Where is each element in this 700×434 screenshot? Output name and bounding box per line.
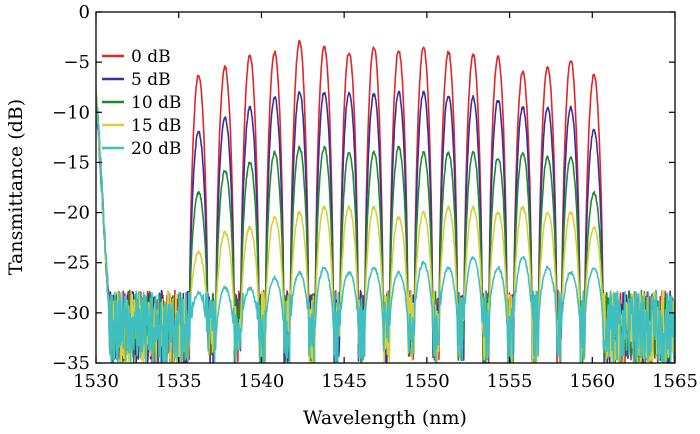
series-line-15-db <box>96 89 675 363</box>
x-tick-label: 1560 <box>569 371 615 392</box>
y-tick-label: −20 <box>52 203 90 224</box>
x-tick-label: 1555 <box>487 371 533 392</box>
x-axis-label: Wavelength (nm) <box>303 407 467 429</box>
y-tick-label: −25 <box>52 253 90 274</box>
legend-label: 20 dB <box>131 139 181 159</box>
legend-label: 0 dB <box>131 47 171 67</box>
legend: 0 dB 5 dB 10 dB 15 dB 20 dB <box>102 47 181 159</box>
series-layer <box>96 39 675 363</box>
y-tick-label: −5 <box>63 52 90 73</box>
x-tick-label: 1545 <box>321 371 367 392</box>
x-axis: 1530 1535 1540 1545 1550 1555 1560 1565 <box>73 12 698 392</box>
y-axis-label: Tansmittance (dB) <box>5 99 27 275</box>
plot-frame <box>95 11 676 364</box>
y-tick-label: −15 <box>52 152 90 173</box>
series-line-20-db <box>96 99 675 363</box>
x-tick-label: 1565 <box>652 371 698 392</box>
x-tick-label: 1540 <box>239 371 285 392</box>
y-tick-label: −30 <box>52 303 90 324</box>
y-tick-label: −10 <box>52 102 90 123</box>
legend-label: 5 dB <box>131 70 171 90</box>
y-axis: 0 −5 −10 −15 −20 −25 −30 −35 <box>52 2 675 374</box>
x-tick-label: 1535 <box>156 371 202 392</box>
x-tick-label: 1550 <box>404 371 450 392</box>
x-tick-label: 1530 <box>73 371 119 392</box>
y-tick-label: 0 <box>79 2 90 23</box>
series-line-5-db <box>96 90 675 363</box>
y-tick-label: −35 <box>52 353 90 374</box>
legend-label: 15 dB <box>131 116 181 136</box>
legend-label: 10 dB <box>131 93 181 113</box>
